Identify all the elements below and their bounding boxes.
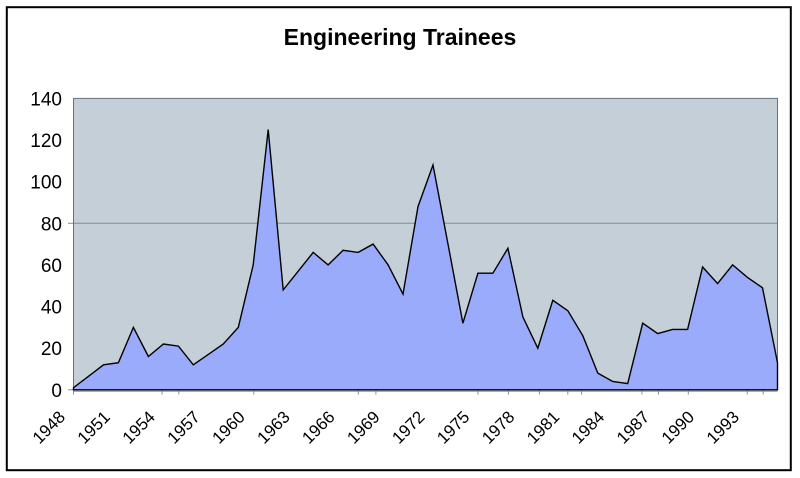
svg-text:60: 60 bbox=[41, 256, 62, 277]
svg-text:20: 20 bbox=[41, 339, 62, 360]
svg-text:140: 140 bbox=[30, 89, 62, 110]
svg-text:Engineering Trainees: Engineering Trainees bbox=[284, 24, 517, 50]
svg-text:120: 120 bbox=[30, 131, 62, 152]
svg-text:100: 100 bbox=[30, 173, 62, 194]
svg-text:80: 80 bbox=[41, 214, 62, 235]
svg-text:0: 0 bbox=[51, 381, 62, 402]
svg-text:40: 40 bbox=[41, 298, 62, 319]
